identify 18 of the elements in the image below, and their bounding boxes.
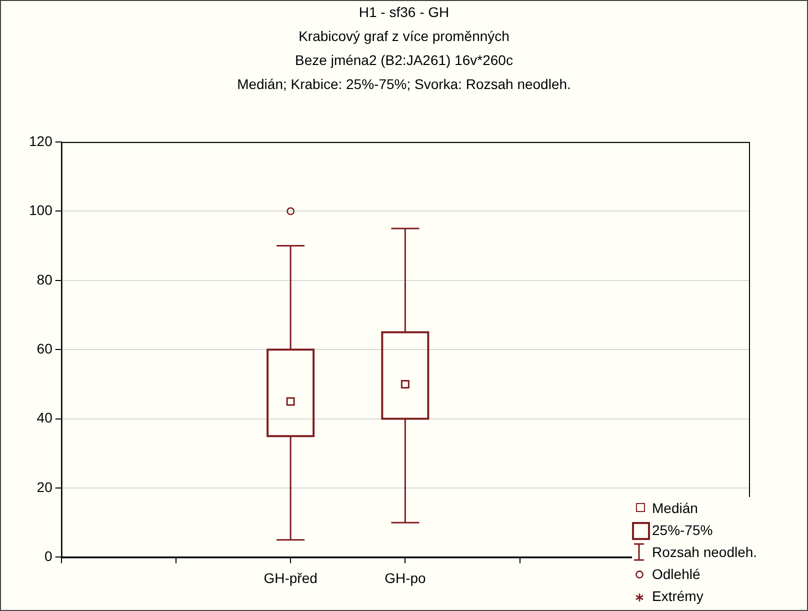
chart-title: H1 - sf36 - GH — [358, 4, 450, 20]
text: Extrémy — [652, 588, 704, 604]
y-tick-label: 0 — [44, 548, 53, 564]
annotation: Medián — [652, 500, 698, 516]
y-tick-label: 100 — [29, 202, 53, 218]
text: Beze jména2 (B2:JA261) 16v*260c — [294, 52, 514, 68]
annotation: Rozsah neodleh. — [652, 544, 758, 560]
annotation: 25%-75% — [652, 522, 713, 538]
text: Medián; Krabice: 25%-75%; Svorka: Rozsah neodleh. — [236, 76, 572, 92]
y-tick-label: 120 — [29, 132, 53, 149]
y-tick-label: 80 — [36, 271, 53, 288]
y-tick-label: 40 — [36, 410, 53, 426]
x-tick-label: GH-před — [264, 570, 318, 586]
text: Odlehlé — [652, 566, 700, 582]
y-tick-label: 60 — [36, 340, 53, 356]
y-tick-label: 20 — [36, 478, 53, 495]
x-tick-label: GH-po — [384, 570, 426, 586]
chart-subtitle: Krabicový graf z více proměnných — [298, 28, 510, 44]
